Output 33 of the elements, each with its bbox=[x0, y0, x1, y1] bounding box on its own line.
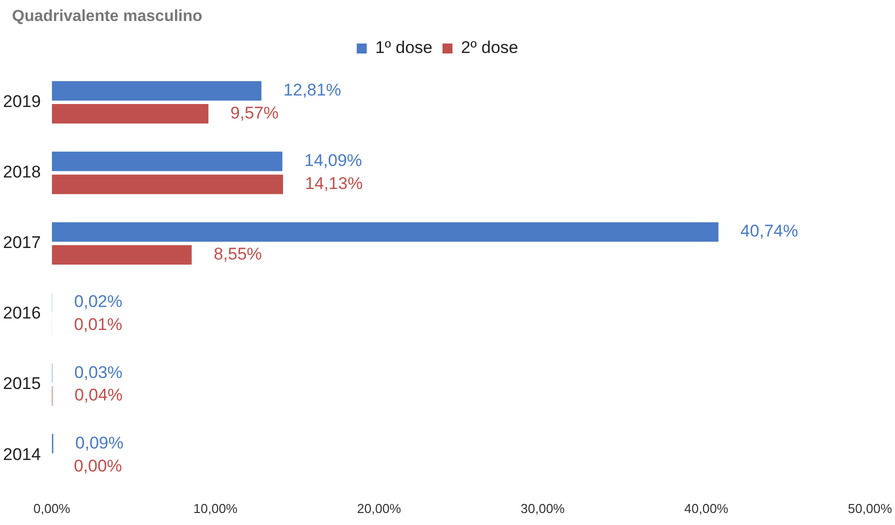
bar bbox=[52, 81, 262, 101]
data-label: 0,01% bbox=[74, 315, 122, 334]
y-tick-label: 2017 bbox=[2, 233, 41, 252]
data-label: 0,04% bbox=[74, 386, 123, 405]
y-tick-label: 2018 bbox=[2, 162, 41, 182]
data-label: 8,55% bbox=[214, 244, 262, 264]
bar bbox=[52, 222, 718, 242]
data-label: 14,09% bbox=[304, 151, 362, 170]
data-label: 14,13% bbox=[305, 174, 363, 194]
chart-title: Quadrivalente masculino bbox=[12, 8, 202, 26]
bar bbox=[52, 152, 282, 172]
legend-label: 1º dose bbox=[375, 38, 433, 58]
x-tick-label: 20,00% bbox=[357, 500, 402, 516]
legend-label: 2º dose bbox=[461, 38, 518, 58]
data-label: 0,09% bbox=[75, 433, 124, 452]
y-tick-label: 2015 bbox=[2, 374, 41, 394]
data-label: 0,00% bbox=[74, 456, 122, 476]
data-label: 0,02% bbox=[74, 292, 122, 312]
y-tick-label: 2019 bbox=[2, 92, 41, 111]
bar bbox=[52, 245, 192, 265]
data-label: 40,74% bbox=[740, 222, 798, 241]
x-tick-label: 50,00% bbox=[848, 500, 892, 516]
bar bbox=[52, 104, 208, 124]
data-label: 9,57% bbox=[230, 103, 279, 122]
y-tick-label: 2014 bbox=[2, 444, 41, 464]
data-label: 12,81% bbox=[283, 80, 342, 100]
data-label: 0,03% bbox=[74, 362, 123, 382]
y-tick-label: 2016 bbox=[2, 304, 41, 323]
x-tick-label: 10,00% bbox=[193, 500, 238, 516]
x-tick-label: 30,00% bbox=[520, 500, 566, 516]
x-tick-label: 40,00% bbox=[684, 500, 729, 516]
bar bbox=[52, 174, 284, 194]
x-tick-label: 0,00% bbox=[33, 500, 71, 516]
